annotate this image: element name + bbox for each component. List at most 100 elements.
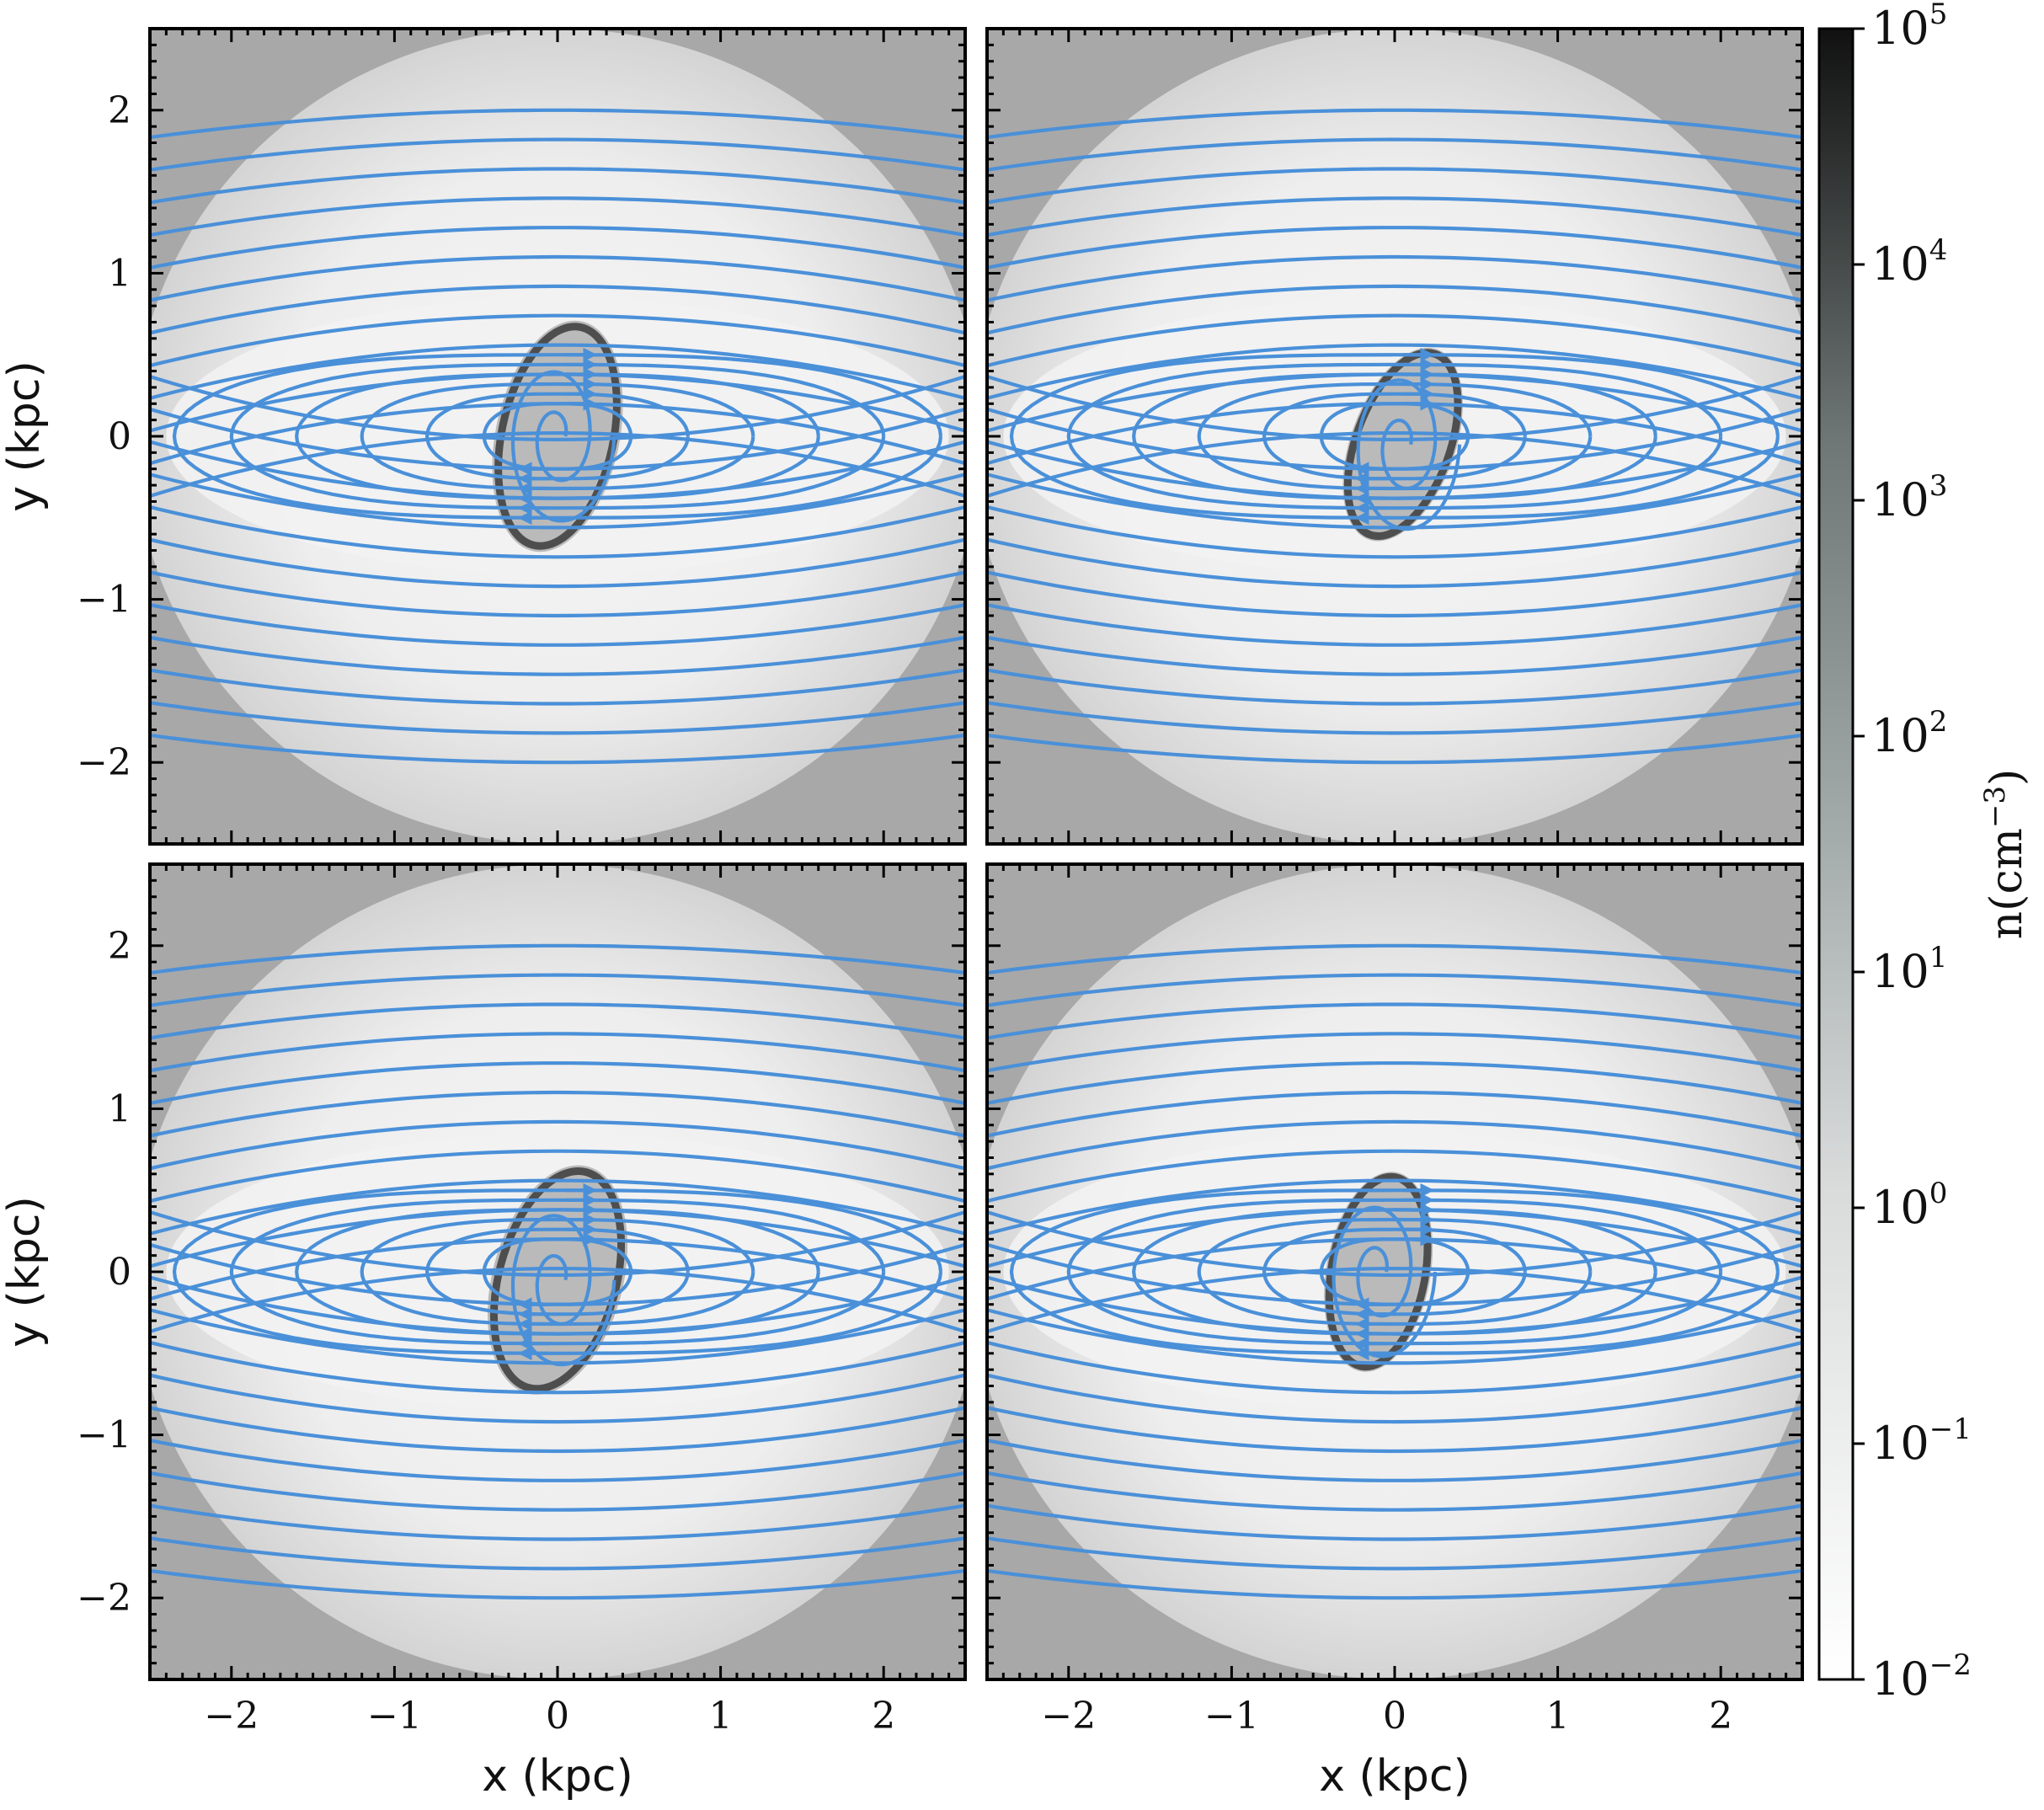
streamline-lower [150, 537, 965, 589]
streamline-upper [150, 313, 965, 368]
streamline-upper [150, 1266, 965, 1334]
streamline-upper [987, 343, 1802, 400]
streamline-lower [150, 1373, 965, 1424]
streamline-lower [987, 1373, 1802, 1424]
panel-bottom-left: 2 1 0 −1 −2 y (kpc) −2 −1 0 1 2 x (kpc) [0, 862, 967, 1802]
y-tick-label: 2 [108, 925, 131, 968]
colorbar-tick-label: 102 [1871, 705, 1947, 762]
y-axis-label: y (kpc) [0, 360, 50, 512]
streamline-lower [150, 1209, 965, 1278]
streamline-upper [150, 343, 965, 400]
colorbar-tick-label: 101 [1871, 941, 1947, 998]
streamline-upper [987, 196, 1802, 238]
streamline-upper [150, 226, 965, 270]
x-tick-label: −2 [1041, 1695, 1096, 1738]
y-tick-label: 0 [108, 1251, 131, 1294]
core-rim [1325, 1172, 1432, 1371]
ticks [148, 862, 967, 1681]
streamline-spiral [1356, 378, 1462, 531]
y-tick-label: −1 [77, 579, 131, 622]
colorbar: 105 104 103 102 101 100 10−1 10−2 n(cm−3) [1817, 0, 2032, 1706]
y-tick-label: 1 [108, 252, 131, 295]
streamline-loop [172, 353, 943, 520]
streamline-lower [987, 602, 1802, 647]
x-tick-label: −1 [1204, 1695, 1259, 1738]
streamline-upper [150, 1119, 965, 1171]
streamline-lower [987, 701, 1802, 735]
streamline-lower [987, 1275, 1802, 1336]
streamline-lower [987, 1406, 1802, 1454]
streamline-lower [987, 1308, 1802, 1365]
streamline-upper [987, 1119, 1802, 1171]
streamline-lower [150, 668, 965, 706]
streamline-lower [987, 1568, 1802, 1600]
streamline-loop [229, 1198, 886, 1346]
streamline-loop [1262, 1227, 1527, 1316]
streamline-lower [987, 1340, 1802, 1395]
streamline-loop [1009, 353, 1780, 520]
streamline-spiral [1332, 1205, 1438, 1359]
streamline-loop [1197, 382, 1593, 491]
streamline-lower [150, 505, 965, 559]
streamline-loop [1066, 362, 1723, 510]
streamline-upper [987, 1208, 1802, 1268]
streamline-lower [987, 407, 1802, 471]
streamline-upper [150, 1090, 965, 1138]
streamline-upper [987, 254, 1802, 302]
x-tick-label: 1 [709, 1695, 733, 1738]
streamline-upper [150, 1032, 965, 1073]
streamline-upper [150, 108, 965, 140]
streamline-upper [150, 284, 965, 335]
streamline-lower [987, 1438, 1802, 1482]
colorbar-tick-label: 10−2 [1871, 1648, 1972, 1706]
streamline-upper [987, 1061, 1802, 1106]
streamline-upper [987, 137, 1802, 172]
ticks [148, 27, 967, 846]
streamline-loop [424, 1227, 690, 1316]
y-tick-label: 1 [108, 1087, 131, 1130]
streamline-lower [987, 635, 1802, 676]
streamlines [150, 108, 965, 765]
streamline-loop [229, 362, 886, 510]
streamline-lower [150, 440, 965, 500]
streamlines [987, 108, 1802, 765]
streamline-upper [150, 943, 965, 975]
streamline-lower [150, 1471, 965, 1512]
x-tick-label: 2 [1709, 1695, 1732, 1738]
streamline-spiral [510, 370, 616, 523]
streamline-lower [150, 473, 965, 530]
streamline-loop [360, 382, 755, 491]
streamline-lower [150, 570, 965, 618]
x-tick-label: 0 [1383, 1695, 1406, 1738]
streamline-loop [1262, 392, 1527, 481]
streamline-upper [150, 430, 965, 499]
streamline-upper [150, 1149, 965, 1204]
streamline-lower [987, 1209, 1802, 1278]
x-tick-label: 0 [546, 1695, 569, 1738]
ticks [985, 27, 1804, 846]
streamline-upper [987, 402, 1802, 466]
streamline-upper [987, 943, 1802, 975]
streamline-lower [987, 1471, 1802, 1512]
panel-top-left: 2 1 0 −1 −2 y (kpc) [0, 27, 967, 846]
streamline-lower [150, 1568, 965, 1600]
streamline-upper [150, 137, 965, 172]
x-axis-label: x (kpc) [1319, 1751, 1470, 1802]
streamline-lower [987, 505, 1802, 559]
colorbar-tick-label: 104 [1871, 233, 1947, 291]
streamline-upper [987, 1237, 1802, 1301]
y-axis-label: y (kpc) [0, 1196, 50, 1348]
streamline-upper [150, 196, 965, 238]
streamline-upper [987, 226, 1802, 270]
streamline-upper [987, 1266, 1802, 1334]
streamline-loop [172, 1188, 943, 1355]
panel-bottom-right: −2 −1 0 1 2 x (kpc) [985, 862, 1804, 1802]
y-tick-label: −1 [77, 1414, 131, 1457]
y-tick-label: 2 [108, 89, 131, 132]
streamline-lower [150, 1406, 965, 1454]
colorbar-tick-label: 10−1 [1871, 1412, 1972, 1470]
y-tick-label: −2 [77, 741, 131, 784]
streamline-lower [150, 1536, 965, 1571]
streamline-lower [150, 1438, 965, 1482]
streamline-upper [150, 167, 965, 205]
